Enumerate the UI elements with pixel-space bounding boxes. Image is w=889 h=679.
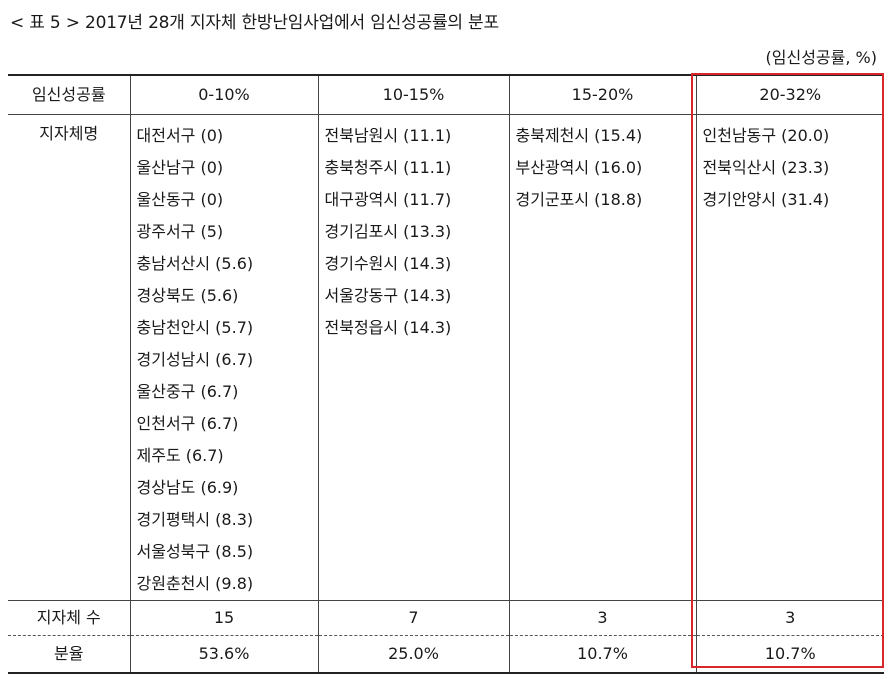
header-range-0-10: 0-10% (129, 74, 318, 115)
count-value: 3 (508, 600, 696, 636)
region-entry: 경기안양시 (31.4) (702, 190, 830, 209)
region-entry: 경기평택시 (8.3) (136, 510, 254, 529)
region-names-label: 지자체명 (39, 124, 99, 143)
region-list-cell-2: 충북제천시 (15.4) 부산광역시 (16.0) 경기군포시 (18.8) (508, 114, 696, 601)
region-entry: 인천남동구 (20.0) (702, 126, 830, 145)
region-entry: 광주서구 (5) (136, 222, 224, 241)
region-list: 전북남원시 (11.1) 충북청주시 (11.1) 대구광역시 (11.7) 경기김포… (319, 120, 509, 344)
region-entry: 대전서구 (0) (136, 126, 224, 145)
ratio-value: 53.6% (129, 635, 318, 674)
region-entry: 충북제천시 (15.4) (515, 126, 643, 145)
region-entry: 울산남구 (0) (136, 158, 224, 177)
region-entry: 경기군포시 (18.8) (515, 190, 643, 209)
header-range-15-20: 15-20% (508, 74, 696, 115)
header-row: 임신성공률 0-10% 10-15% 15-20% 20-32% (8, 74, 884, 115)
region-entry: 울산중구 (6.7) (136, 382, 239, 401)
region-entry: 울산동구 (0) (136, 190, 224, 209)
region-list: 대전서구 (0) 울산남구 (0) 울산동구 (0) 광주서구 (5) 충남서산시 (5… (131, 120, 318, 600)
unit-label: (임신성공률, %) (765, 48, 877, 67)
region-list-cell-1: 전북남원시 (11.1) 충북청주시 (11.1) 대구광역시 (11.7) 경기김포… (317, 114, 509, 601)
table-caption: < 표 5 > 2017년 28개 지자체 한방난임사업에서 임신성공률의 분포 (10, 13, 499, 33)
region-entry: 서울성북구 (8.5) (136, 542, 254, 561)
region-names-row: 지자체명 대전서구 (0) 울산남구 (0) 울산동구 (0) 광주서구 (5) 충남서… (8, 114, 885, 601)
region-entry: 충남천안시 (5.7) (136, 318, 254, 337)
header-range-10-15: 10-15% (317, 74, 509, 115)
region-entry: 전북정읍시 (14.3) (324, 318, 452, 337)
region-entry: 충남서산시 (5.6) (136, 254, 254, 273)
count-value: 15 (129, 600, 318, 636)
region-entry: 경상남도 (6.9) (136, 478, 239, 497)
region-entry: 경기성남시 (6.7) (136, 350, 254, 369)
region-entry: 부산광역시 (16.0) (515, 158, 643, 177)
header-range-20-32: 20-32% (695, 74, 884, 115)
region-entry: 경기김포시 (13.3) (324, 222, 452, 241)
ratio-value: 10.7% (508, 635, 696, 674)
count-value: 7 (317, 600, 509, 636)
distribution-table: 임신성공률 0-10% 10-15% 15-20% 20-32% 지자체명 대전… (8, 74, 884, 674)
region-entry: 서울강동구 (14.3) (324, 286, 452, 305)
region-entry: 경기수원시 (14.3) (324, 254, 452, 273)
region-list-cell-0: 대전서구 (0) 울산남구 (0) 울산동구 (0) 광주서구 (5) 충남서산시 (5… (129, 114, 318, 601)
count-row: 지자체 수 15 7 3 3 (8, 600, 884, 636)
region-entry: 제주도 (6.7) (136, 446, 224, 465)
header-row-label: 임신성공률 (8, 74, 130, 115)
region-list: 충북제천시 (15.4) 부산광역시 (16.0) 경기군포시 (18.8) (510, 120, 696, 216)
ratio-row-label: 분율 (8, 635, 130, 674)
ratio-row: 분율 53.6% 25.0% 10.7% 10.7% (8, 635, 884, 674)
ratio-value: 25.0% (317, 635, 509, 674)
count-value: 3 (695, 600, 884, 636)
region-entry: 전북익산시 (23.3) (702, 158, 830, 177)
region-entry: 강원춘천시 (9.8) (136, 574, 254, 593)
region-list-cell-3: 인천남동구 (20.0) 전북익산시 (23.3) 경기안양시 (31.4) (695, 114, 885, 601)
ratio-value: 10.7% (695, 635, 884, 674)
region-entry: 충북청주시 (11.1) (324, 158, 452, 177)
region-entry: 경상북도 (5.6) (136, 286, 239, 305)
region-entry: 인천서구 (6.7) (136, 414, 239, 433)
region-list: 인천남동구 (20.0) 전북익산시 (23.3) 경기안양시 (31.4) (697, 120, 885, 216)
region-entry: 전북남원시 (11.1) (324, 126, 452, 145)
count-row-label: 지자체 수 (8, 600, 130, 636)
region-entry: 대구광역시 (11.7) (324, 190, 452, 209)
